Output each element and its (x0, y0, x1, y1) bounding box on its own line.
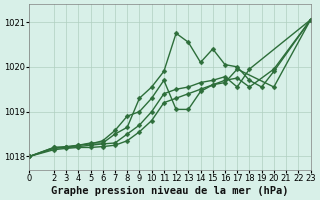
X-axis label: Graphe pression niveau de la mer (hPa): Graphe pression niveau de la mer (hPa) (51, 186, 289, 196)
